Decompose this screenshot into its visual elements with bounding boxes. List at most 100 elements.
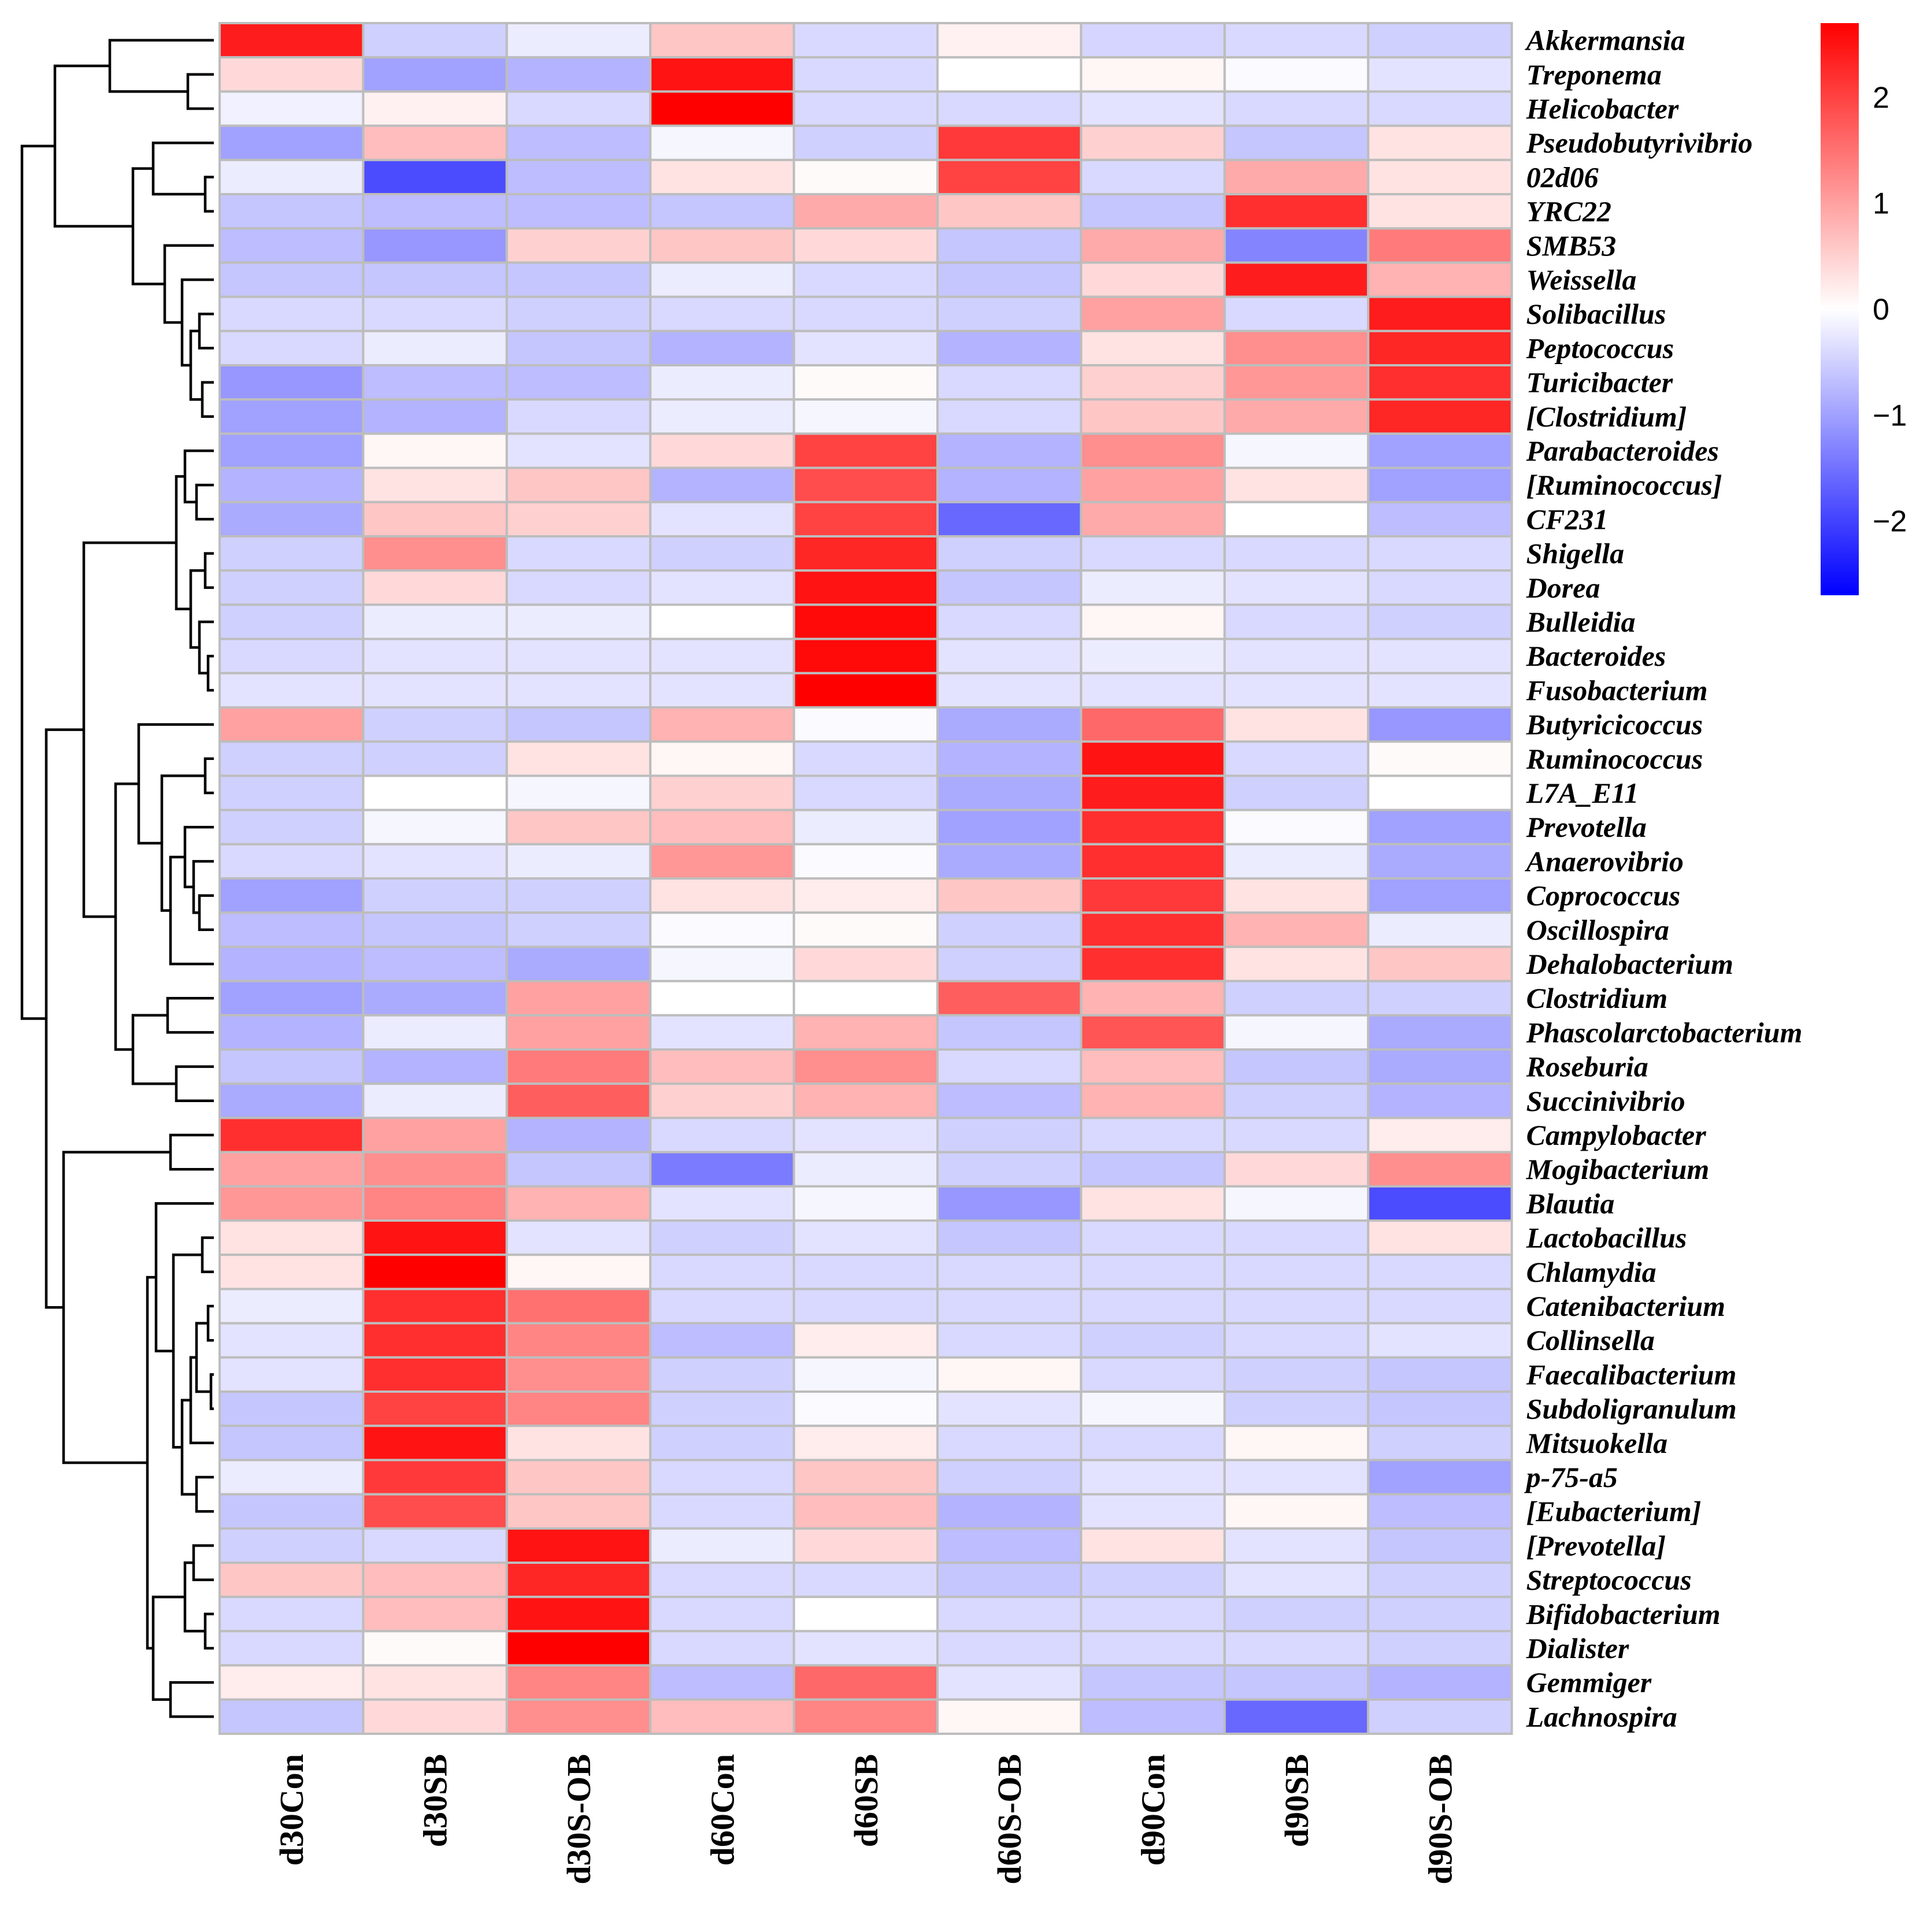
heatmap-cell xyxy=(505,1356,652,1393)
heatmap-cell xyxy=(792,843,939,880)
heatmap-cell xyxy=(649,500,795,537)
heatmap-cell xyxy=(792,158,939,195)
row-label: Succinivibrio xyxy=(1526,1085,1685,1117)
dendrogram-branch xyxy=(183,825,214,889)
heatmap-cell xyxy=(1367,1527,1513,1564)
heatmap-cell xyxy=(362,603,508,640)
heatmap-cell xyxy=(792,466,939,503)
row-label: SMB53 xyxy=(1526,229,1617,262)
row-label: Collinsella xyxy=(1526,1324,1655,1356)
dendrogram-branch xyxy=(186,73,214,110)
row-labels: AkkermansiaTreponemaHelicobacterPseudobu… xyxy=(1524,24,1803,1733)
heatmap-cells xyxy=(218,22,1513,1736)
heatmap-cell xyxy=(792,877,939,914)
heatmap-cell xyxy=(1367,1356,1513,1393)
dendrogram-branch xyxy=(169,855,214,966)
heatmap-cell xyxy=(1367,193,1513,230)
heatmap-cell xyxy=(505,261,652,298)
heatmap-cell xyxy=(1367,1219,1513,1256)
heatmap-cell xyxy=(218,1562,365,1599)
heatmap-cell xyxy=(936,1698,1083,1736)
heatmap-cell xyxy=(936,637,1083,674)
heatmap-cell xyxy=(1367,90,1513,127)
row-label: Bacteroides xyxy=(1526,640,1666,672)
heatmap-cell xyxy=(936,1117,1083,1154)
heatmap-cell xyxy=(505,603,652,640)
dendrogram-branch xyxy=(195,1475,214,1513)
heatmap-cell xyxy=(1080,1151,1226,1188)
heatmap-cell xyxy=(649,1390,795,1427)
heatmap-cell xyxy=(218,1425,365,1462)
column-label: d90Con xyxy=(1135,1754,1172,1866)
heatmap-cell xyxy=(1080,1562,1226,1599)
heatmap-cell xyxy=(649,56,795,93)
heatmap-cell xyxy=(649,774,795,811)
heatmap-cell xyxy=(1080,1322,1226,1359)
heatmap-cell xyxy=(1367,1493,1513,1530)
heatmap-cell xyxy=(1223,980,1370,1017)
row-label: Lactobacillus xyxy=(1526,1222,1687,1254)
heatmap-cell xyxy=(792,535,939,572)
heatmap-cell xyxy=(1367,672,1513,709)
heatmap-cell xyxy=(505,1082,652,1119)
heatmap-cell xyxy=(1080,158,1226,195)
heatmap-cell xyxy=(218,1390,365,1427)
heatmap-cell xyxy=(218,227,365,264)
heatmap-cell xyxy=(505,1390,652,1427)
heatmap-cell xyxy=(1080,295,1226,332)
heatmap-cell xyxy=(1367,569,1513,606)
heatmap-cell xyxy=(1223,1493,1370,1530)
heatmap-cell xyxy=(936,1288,1083,1325)
heatmap-cell xyxy=(1080,535,1226,572)
heatmap-cell xyxy=(936,1151,1083,1188)
column-label: d30S-OB xyxy=(560,1754,598,1885)
heatmap-cell xyxy=(1080,193,1226,230)
heatmap-cell xyxy=(1223,774,1370,811)
heatmap-cell xyxy=(1080,1219,1226,1256)
heatmap-cell xyxy=(792,1356,939,1393)
row-label: Weissella xyxy=(1526,264,1637,296)
heatmap-cell xyxy=(218,364,365,401)
row-label: YRC22 xyxy=(1526,195,1611,228)
dendrogram-branch xyxy=(198,894,214,932)
heatmap-cell xyxy=(1223,603,1370,640)
dendrogram-branch xyxy=(169,1133,214,1171)
heatmap-cell xyxy=(218,90,365,127)
heatmap-cell xyxy=(1223,500,1370,537)
heatmap-cell xyxy=(792,1698,939,1736)
dendrogram-branch xyxy=(160,774,205,912)
heatmap-cell xyxy=(1223,1596,1370,1633)
heatmap-cell xyxy=(1367,980,1513,1017)
heatmap-cell xyxy=(1367,1664,1513,1701)
heatmap-cell xyxy=(792,193,939,230)
heatmap-cell xyxy=(505,877,652,914)
heatmap-cell xyxy=(936,535,1083,572)
heatmap-cell xyxy=(218,637,365,674)
heatmap-cell xyxy=(649,295,795,332)
heatmap-cell xyxy=(505,22,652,59)
heatmap-cell xyxy=(1223,809,1370,846)
legend-tick-label: −2 xyxy=(1873,505,1907,539)
heatmap-cell xyxy=(1367,1562,1513,1599)
heatmap-cell xyxy=(649,1425,795,1462)
heatmap-cell xyxy=(362,1390,508,1427)
heatmap-cell xyxy=(649,1698,795,1736)
heatmap-cell xyxy=(936,56,1083,93)
heatmap-cell xyxy=(218,1459,365,1496)
heatmap-cell xyxy=(792,1493,939,1530)
heatmap-cell xyxy=(1223,56,1370,93)
heatmap-cell xyxy=(218,158,365,195)
color-legend: 2 1 0 −1 −2 xyxy=(1821,23,1907,595)
row-label: Clostridium xyxy=(1526,982,1668,1014)
heatmap-cell xyxy=(936,1527,1083,1564)
heatmap-cell xyxy=(362,158,508,195)
heatmap-cell xyxy=(792,1664,939,1701)
heatmap-cell xyxy=(218,193,365,230)
dendrogram-branch xyxy=(189,569,205,649)
heatmap-cell xyxy=(505,500,652,537)
heatmap-cell xyxy=(505,945,652,982)
heatmap-cell xyxy=(505,1117,652,1154)
heatmap-cell xyxy=(792,56,939,93)
heatmap-cell xyxy=(936,364,1083,401)
heatmap-cell xyxy=(1223,329,1370,366)
